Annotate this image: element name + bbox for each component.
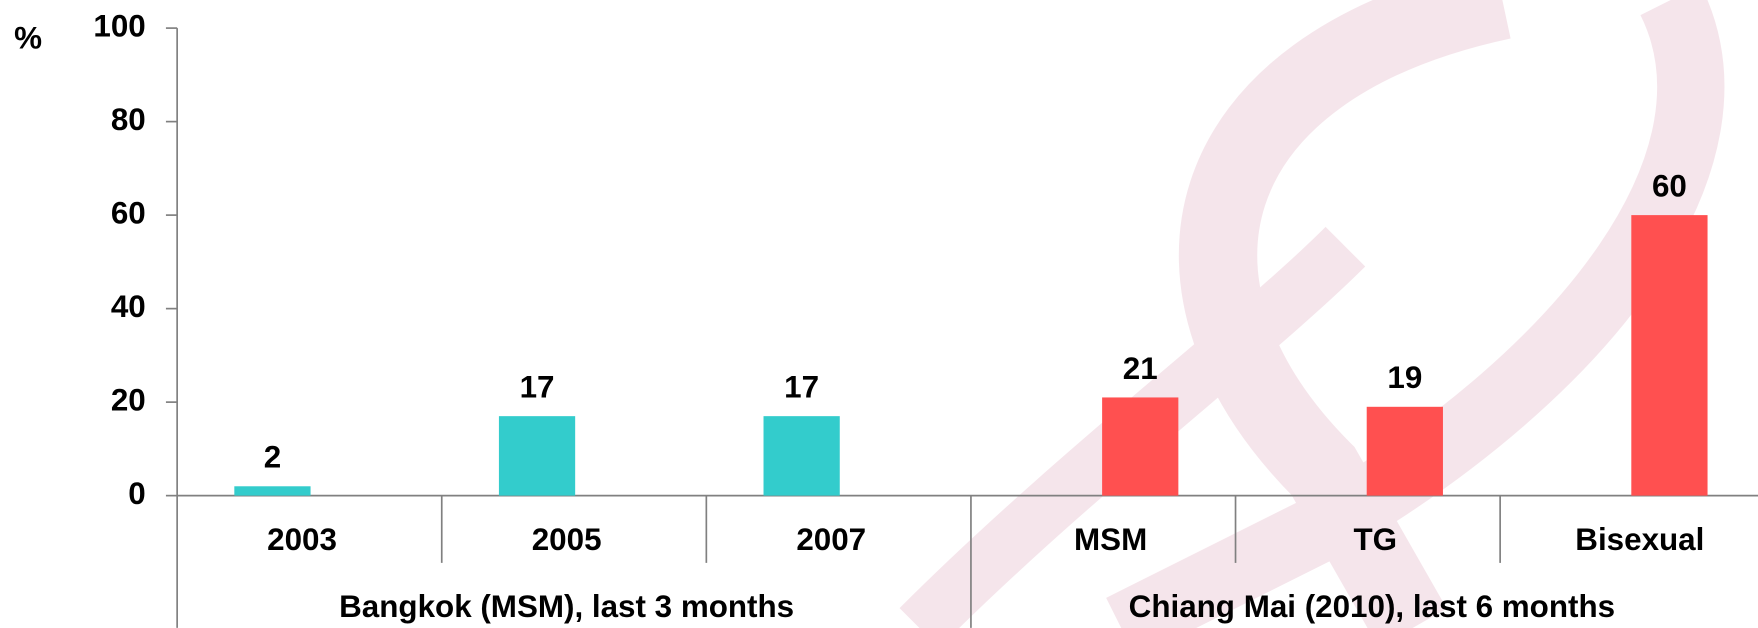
x-tick-label: Bisexual <box>1575 522 1704 557</box>
value-label: 60 <box>1652 169 1687 204</box>
bar <box>498 416 576 496</box>
y-tick-label: 20 <box>111 382 146 417</box>
group-label: Bangkok (MSM), last 3 months <box>339 589 794 624</box>
value-label: 17 <box>784 370 819 405</box>
bar <box>1102 397 1179 496</box>
bar <box>234 486 311 496</box>
y-tick-label: 80 <box>111 102 146 137</box>
x-tick-label: TG <box>1353 522 1397 557</box>
value-label: 17 <box>520 370 555 405</box>
y-tick-label: 0 <box>128 476 145 511</box>
bar <box>763 416 840 496</box>
y-axis-label: % <box>14 21 42 56</box>
value-label: 19 <box>1387 360 1422 395</box>
y-tick-label: 60 <box>111 195 146 230</box>
y-tick-label: 40 <box>111 289 146 324</box>
value-label: 2 <box>264 440 281 475</box>
value-label: 21 <box>1123 351 1158 386</box>
group-label: Chiang Mai (2010), last 6 months <box>1129 589 1615 624</box>
x-tick-label: MSM <box>1074 522 1147 557</box>
x-tick-label: 2007 <box>796 522 866 557</box>
x-tick-label: 2003 <box>267 522 337 557</box>
x-tick-label: 2005 <box>532 522 602 557</box>
y-tick-label: 100 <box>93 8 145 43</box>
bar <box>1631 215 1708 496</box>
bar <box>1366 406 1443 496</box>
